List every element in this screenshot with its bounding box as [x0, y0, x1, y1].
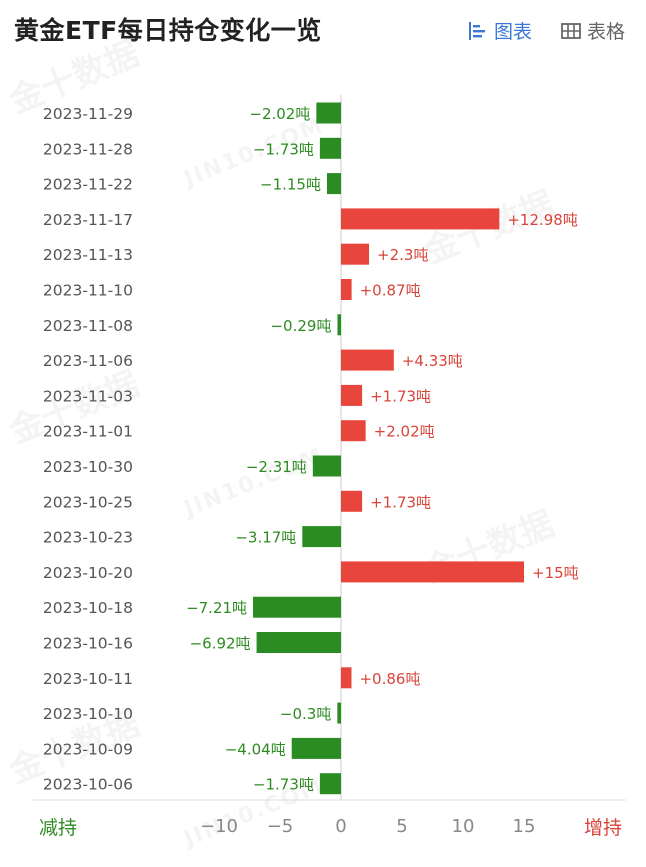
data-label: −7.21吨 — [186, 599, 247, 617]
category-label: 2023-10-25 — [43, 493, 133, 511]
bar — [312, 455, 341, 477]
data-label: −1.73吨 — [253, 140, 314, 158]
data-label: −0.29吨 — [270, 317, 331, 335]
category-label: 2023-11-01 — [43, 423, 133, 441]
category-label: 2023-10-30 — [43, 458, 133, 476]
bar — [256, 632, 341, 653]
data-label: +1.73吨 — [370, 387, 431, 405]
data-label: −3.17吨 — [235, 529, 296, 547]
table-icon — [561, 22, 581, 39]
bar — [341, 490, 363, 512]
x-tick-label: −5 — [267, 816, 294, 837]
bar — [302, 526, 341, 548]
category-label: 2023-11-17 — [43, 211, 133, 229]
category-label: 2023-10-23 — [43, 529, 133, 547]
increase-label: 增持 — [584, 817, 623, 839]
bar — [319, 137, 341, 159]
bar — [341, 561, 524, 583]
data-label: +2.3吨 — [377, 246, 428, 264]
x-tick-label: 10 — [452, 816, 475, 837]
bar — [319, 773, 341, 795]
category-label: 2023-11-29 — [43, 105, 133, 123]
data-label: −4.04吨 — [225, 740, 286, 758]
data-label: −6.92吨 — [190, 635, 251, 653]
bar — [316, 102, 341, 124]
bar — [341, 420, 366, 442]
bar — [337, 702, 341, 724]
bar — [337, 314, 341, 336]
data-label: +15吨 — [532, 564, 579, 582]
bar — [253, 596, 341, 618]
x-tick-label: 0 — [335, 816, 346, 837]
page-title: 黄金ETF每日持仓变化一览 — [14, 16, 322, 45]
view-table-label: 表格 — [587, 21, 626, 43]
data-label: −2.02吨 — [249, 105, 310, 123]
category-label: 2023-11-22 — [43, 176, 133, 194]
bar — [341, 384, 363, 406]
category-label: 2023-10-11 — [43, 670, 133, 688]
bar — [341, 349, 394, 371]
bar-chart-icon — [469, 21, 485, 40]
decrease-label: 减持 — [39, 817, 78, 839]
x-tick-label: 5 — [396, 816, 407, 837]
bar — [341, 667, 352, 689]
category-label: 2023-11-13 — [43, 246, 133, 264]
data-label: +1.73吨 — [370, 493, 431, 511]
category-label: 2023-11-28 — [43, 140, 133, 158]
category-label: 2023-10-18 — [43, 599, 133, 617]
data-label: +0.87吨 — [360, 282, 421, 300]
data-label: +4.33吨 — [402, 352, 463, 370]
category-label: 2023-11-10 — [43, 282, 133, 300]
view-table-toggle[interactable]: 表格 — [561, 17, 625, 44]
bar — [291, 737, 341, 759]
bar — [341, 279, 352, 300]
category-label: 2023-11-06 — [43, 352, 133, 370]
data-label: +0.86吨 — [359, 670, 420, 688]
category-label: 2023-10-10 — [43, 705, 133, 723]
data-label: −1.15吨 — [260, 176, 321, 194]
bar — [326, 173, 341, 195]
category-label: 2023-11-08 — [43, 317, 133, 335]
data-label: −0.3吨 — [280, 705, 331, 723]
category-label: 2023-11-03 — [43, 387, 133, 405]
x-tick-label: −10 — [200, 816, 238, 837]
x-tick-label: 15 — [513, 816, 536, 837]
category-label: 2023-10-09 — [43, 740, 133, 758]
data-label: −2.31吨 — [246, 458, 307, 476]
category-label: 2023-10-06 — [43, 776, 133, 794]
data-label: +12.98吨 — [507, 211, 578, 229]
view-chart-label: 图表 — [494, 21, 533, 43]
data-label: −1.73吨 — [253, 776, 314, 794]
bar — [341, 208, 500, 230]
bar — [341, 243, 370, 265]
category-label: 2023-10-20 — [43, 564, 133, 582]
data-label: +2.02吨 — [374, 423, 435, 441]
view-chart-toggle[interactable]: 图表 — [468, 17, 532, 44]
chart-header: 黄金ETF每日持仓变化一览 图表 表格 — [0, 0, 646, 60]
category-label: 2023-10-16 — [43, 635, 133, 653]
